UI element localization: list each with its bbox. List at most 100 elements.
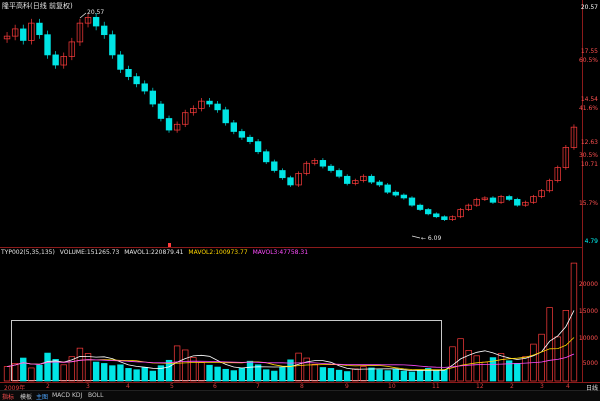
candle-body[interactable]: [416, 204, 424, 210]
candle-body[interactable]: [465, 204, 472, 210]
volume-bar[interactable]: [400, 370, 408, 382]
candle-body[interactable]: [92, 16, 100, 27]
candle-body[interactable]: [433, 213, 440, 218]
candle-body[interactable]: [60, 56, 67, 66]
candle-body[interactable]: [222, 109, 229, 124]
volume-bar[interactable]: [206, 364, 213, 382]
volume-bar[interactable]: [335, 369, 343, 382]
candle-body[interactable]: [546, 180, 553, 192]
candle-body[interactable]: [287, 177, 294, 186]
candle-body[interactable]: [84, 16, 92, 24]
volume-bar[interactable]: [68, 356, 76, 382]
indicator-name[interactable]: TYP002(5,35,135): [1, 249, 55, 256]
candle-body[interactable]: [376, 181, 383, 186]
volume-bar[interactable]: [20, 357, 27, 382]
volume-bar[interactable]: [505, 360, 513, 382]
period-label[interactable]: 日线: [585, 385, 598, 392]
volume-bar[interactable]: [424, 368, 432, 382]
volume-bar[interactable]: [441, 369, 448, 382]
volume-bar[interactable]: [198, 362, 205, 382]
candle-body[interactable]: [238, 131, 246, 138]
candle-body[interactable]: [173, 123, 181, 131]
volume-bar[interactable]: [368, 367, 375, 382]
volume-bar[interactable]: [473, 355, 480, 382]
volume-bar[interactable]: [84, 353, 92, 382]
candle-body[interactable]: [344, 175, 351, 184]
volume-bar[interactable]: [408, 371, 416, 382]
candle-body[interactable]: [157, 103, 165, 119]
candle-body[interactable]: [76, 22, 84, 43]
tab-indicator[interactable]: 指标: [2, 394, 15, 401]
candle-body[interactable]: [3, 35, 11, 40]
volume-bar[interactable]: [182, 349, 189, 382]
volume-bar[interactable]: [254, 364, 262, 382]
candle-body[interactable]: [52, 54, 59, 66]
candle-body[interactable]: [481, 197, 489, 200]
candle-body[interactable]: [384, 184, 391, 193]
volume-bar[interactable]: [514, 363, 521, 382]
candle-body[interactable]: [101, 25, 108, 36]
candle-body[interactable]: [562, 147, 570, 168]
candle-body[interactable]: [254, 141, 262, 153]
candle-body[interactable]: [206, 100, 213, 105]
candle-body[interactable]: [352, 180, 359, 184]
volume-bar[interactable]: [28, 367, 35, 382]
volume-bar[interactable]: [327, 368, 335, 382]
candle-body[interactable]: [473, 199, 480, 206]
candle-body[interactable]: [295, 173, 302, 186]
candle-body[interactable]: [182, 112, 189, 125]
volume-bar[interactable]: [36, 364, 43, 382]
candle-body[interactable]: [392, 191, 399, 196]
candle-body[interactable]: [149, 90, 157, 105]
volume-bar[interactable]: [109, 365, 116, 382]
volume-bar[interactable]: [222, 368, 229, 382]
candle-body[interactable]: [214, 103, 221, 111]
candle-body[interactable]: [311, 160, 318, 164]
volume-bar[interactable]: [238, 367, 246, 382]
candle-body[interactable]: [457, 209, 464, 218]
candle-body[interactable]: [11, 28, 19, 37]
candle-body[interactable]: [230, 122, 237, 132]
volume-bar[interactable]: [449, 346, 456, 382]
candle-body[interactable]: [368, 175, 375, 183]
volume-bar[interactable]: [117, 364, 124, 382]
volume-bar[interactable]: [522, 356, 529, 382]
volume-bar[interactable]: [562, 310, 570, 382]
candle-body[interactable]: [514, 199, 521, 206]
candle-body[interactable]: [319, 160, 327, 167]
tab-kdj[interactable]: KDJ: [72, 392, 83, 399]
candle-body[interactable]: [530, 196, 537, 203]
candle-body[interactable]: [198, 100, 205, 109]
candle-body[interactable]: [263, 151, 270, 163]
volume-bar[interactable]: [133, 369, 140, 382]
volume-bar[interactable]: [246, 360, 254, 382]
candle-body[interactable]: [360, 175, 367, 181]
candle-body[interactable]: [303, 162, 310, 174]
candle-body[interactable]: [279, 170, 286, 179]
volume-bar[interactable]: [141, 367, 148, 382]
volume-bar[interactable]: [214, 366, 221, 382]
volume-bar[interactable]: [190, 357, 197, 382]
volume-bar[interactable]: [149, 370, 157, 382]
candle-body[interactable]: [133, 76, 140, 85]
candle-body[interactable]: [497, 196, 505, 203]
volume-bar[interactable]: [416, 369, 424, 382]
volume-bar[interactable]: [44, 352, 51, 382]
volume-bar[interactable]: [11, 363, 19, 382]
volume-bar[interactable]: [92, 361, 100, 382]
volume-bar[interactable]: [157, 365, 165, 382]
candle-body[interactable]: [246, 136, 254, 142]
candle-body[interactable]: [109, 34, 116, 56]
volume-bar[interactable]: [287, 359, 294, 382]
volume-bar[interactable]: [360, 366, 367, 382]
volume-bar[interactable]: [271, 370, 278, 382]
candle-body[interactable]: [117, 54, 124, 70]
candle-body[interactable]: [554, 167, 561, 181]
candle-body[interactable]: [68, 41, 76, 57]
tab-template[interactable]: 模板: [20, 394, 33, 401]
volume-bar[interactable]: [230, 370, 237, 382]
volume-bar[interactable]: [125, 368, 132, 382]
candle-body[interactable]: [400, 194, 408, 199]
candle-body[interactable]: [28, 22, 35, 41]
volume-bar[interactable]: [344, 371, 351, 382]
